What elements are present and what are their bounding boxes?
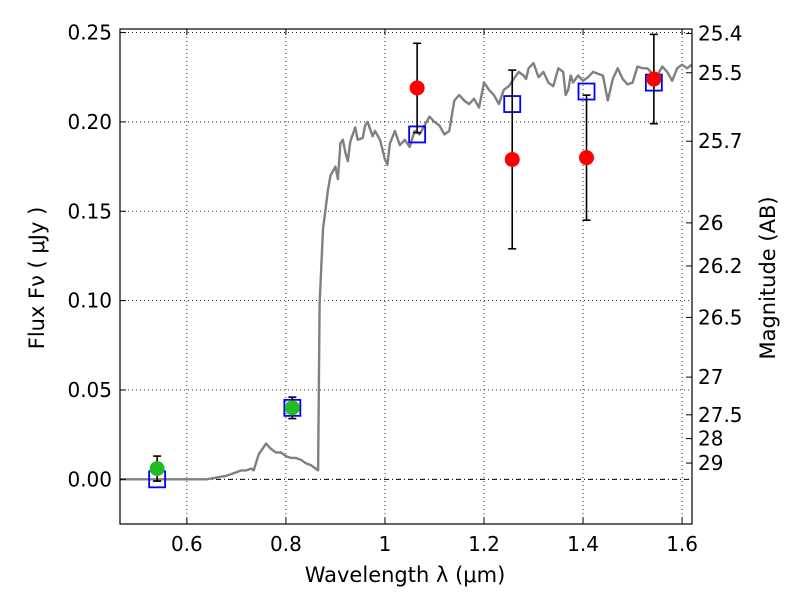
plot-frame [119,28,693,525]
observed-data-point [149,461,165,477]
y-tick-label: 0.20 [67,110,112,134]
x-tick-label: 1.6 [666,532,698,556]
mag-tick-label: 25.7 [698,129,743,153]
mag-tick-label: 26 [698,211,723,235]
y-tick-label: 0.00 [67,467,112,491]
y-tick-label: 0.10 [67,289,112,313]
y-axis-title: Flux Fν ( μJy ) [25,207,49,350]
observed-data-point [646,71,662,87]
mag-tick-label: 25.4 [698,21,743,45]
x-axis-title: Wavelength λ (μm) [305,563,506,587]
y-tick-label: 0.25 [67,21,112,45]
y-right-axis-title: Magnitude (AB) [756,196,780,359]
x-tick-label: 0.8 [270,532,302,556]
x-tick-label: 1.2 [468,532,500,556]
mag-tick-label: 29 [698,451,723,475]
y-tick-label: 0.05 [67,378,112,402]
observed-data-point [579,150,595,166]
mag-tick-label: 28 [698,427,723,451]
x-tick-label: 0.6 [171,532,203,556]
mag-tick-label: 27 [698,365,723,389]
mag-tick-label: 26.2 [698,254,743,278]
observed-data-point [409,80,425,96]
grid-lines [120,29,692,524]
mag-tick-label: 27.5 [698,403,743,427]
plot-area [120,33,693,489]
y-tick-label: 0.15 [67,199,112,223]
observed-data-point [504,151,520,167]
observed-data-point [284,400,300,416]
x-tick-label: 1 [379,532,392,556]
mag-tick-label: 26.5 [698,305,743,329]
x-tick-label: 1.4 [567,532,599,556]
model-spectrum-line [120,61,693,481]
mag-tick-label: 25.5 [698,61,743,85]
axes: 0.6 0.8 1 1.2 1.4 1.6 0.00 0.05 0.10 0.15 0.20 0.25… [67,21,742,556]
